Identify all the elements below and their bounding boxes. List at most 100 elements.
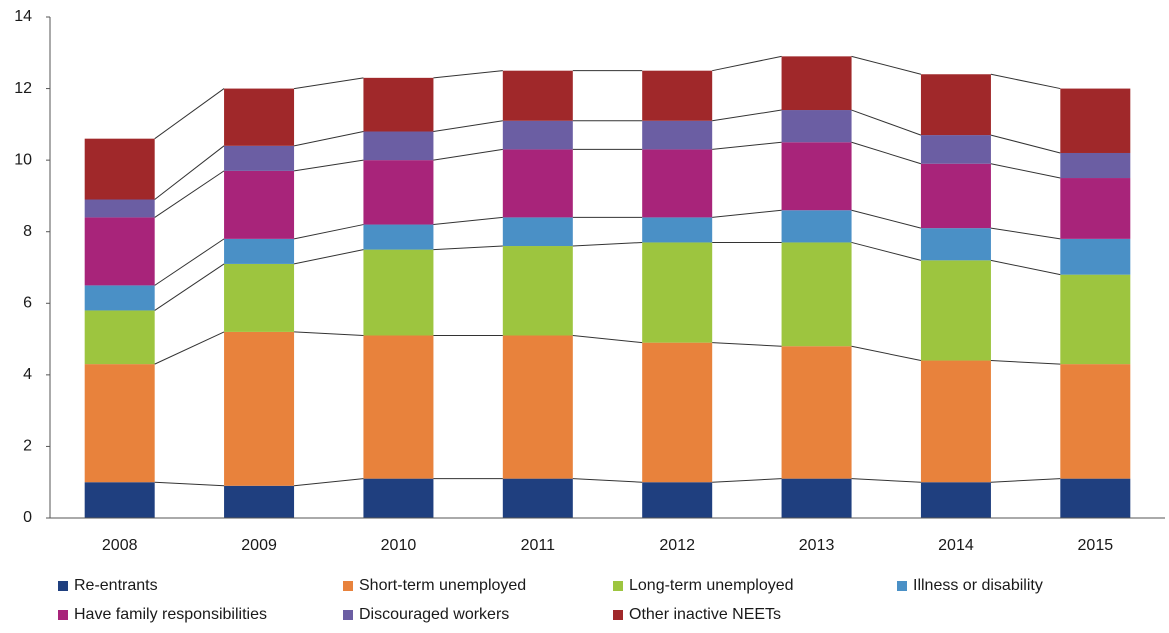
connector xyxy=(712,478,782,483)
x-tick-label: 2010 xyxy=(381,537,417,554)
bar-segment xyxy=(1060,274,1131,365)
bar-segment xyxy=(84,285,155,311)
legend-label: Short-term unemployed xyxy=(359,577,526,594)
bar-segment xyxy=(363,478,434,518)
connector xyxy=(851,55,922,75)
bar-segment xyxy=(502,335,573,479)
connector xyxy=(990,478,1061,483)
x-tick-label: 2009 xyxy=(241,537,277,554)
legend-swatch xyxy=(58,581,68,591)
connector xyxy=(851,345,922,362)
bar-segment xyxy=(1060,364,1131,479)
x-tick-label: 2012 xyxy=(659,537,695,554)
x-tick-label: 2011 xyxy=(521,537,556,554)
bar-segment xyxy=(642,242,713,343)
bar-segment xyxy=(1060,152,1131,179)
bar-segment xyxy=(781,478,852,518)
connector xyxy=(851,241,922,261)
connector xyxy=(990,73,1061,90)
x-tick-label: 2015 xyxy=(1078,537,1114,554)
bar-segment xyxy=(1060,478,1131,518)
bar-segment xyxy=(781,56,852,111)
connector xyxy=(851,141,922,165)
legend-swatch xyxy=(343,610,353,620)
connector xyxy=(293,159,364,172)
bar-segment xyxy=(920,482,991,518)
bar-segment xyxy=(781,110,852,143)
connector xyxy=(712,109,782,122)
legend-swatch xyxy=(58,610,68,620)
bar-segment xyxy=(920,228,991,261)
bar-segment xyxy=(781,346,852,479)
legend-label: Have family responsibilities xyxy=(74,606,267,623)
y-tick-label: 12 xyxy=(14,80,32,97)
connector xyxy=(154,145,225,200)
legend-label: Discouraged workers xyxy=(359,606,509,623)
bar-segment xyxy=(920,74,991,136)
connector xyxy=(990,134,1061,154)
bar-segment xyxy=(224,331,295,486)
bar-segment xyxy=(224,263,295,332)
connector xyxy=(572,241,643,247)
bar-segment xyxy=(84,217,155,286)
bar-segment xyxy=(502,120,573,150)
bar-segment xyxy=(642,217,713,243)
connector xyxy=(154,238,225,286)
connector xyxy=(433,245,503,251)
bar-segment xyxy=(84,482,155,518)
connector xyxy=(154,263,225,311)
bar-segment xyxy=(84,138,155,200)
bar-segment xyxy=(363,77,434,132)
legend-swatch xyxy=(343,581,353,591)
connector xyxy=(294,331,364,336)
bar-segment xyxy=(920,163,991,229)
legend-label: Other inactive NEETs xyxy=(629,606,781,623)
connector xyxy=(433,120,503,133)
bar-segment xyxy=(502,149,573,218)
bar-segment xyxy=(224,485,295,518)
bar-segment xyxy=(363,131,434,161)
bar-segment xyxy=(1060,178,1131,239)
bar-segment xyxy=(642,342,713,483)
connector xyxy=(154,170,225,218)
bar-segment xyxy=(781,142,852,211)
bar-segment xyxy=(1060,88,1131,153)
connector xyxy=(293,77,364,90)
bar-segment xyxy=(224,145,295,171)
legend-swatch xyxy=(613,610,623,620)
connector xyxy=(712,209,782,218)
bar-segment xyxy=(84,199,155,218)
bar-segment xyxy=(920,360,991,483)
bar-segment xyxy=(502,246,573,336)
connector xyxy=(154,481,225,487)
bar-segment xyxy=(781,210,852,243)
y-tick-label: 6 xyxy=(23,295,32,312)
connector xyxy=(433,216,503,226)
connector xyxy=(572,478,643,483)
connector xyxy=(154,331,225,365)
x-tick-label: 2008 xyxy=(102,537,138,554)
legend-swatch xyxy=(613,581,623,591)
connector xyxy=(851,478,921,483)
bar-segment xyxy=(642,149,713,218)
legend-label: Illness or disability xyxy=(913,577,1043,594)
y-tick-label: 4 xyxy=(23,366,32,383)
connector xyxy=(293,224,364,240)
bar-segment xyxy=(224,238,295,264)
bar-segment xyxy=(502,217,573,247)
connector xyxy=(154,88,225,140)
legend-label: Re-entrants xyxy=(74,577,158,594)
bar-segment xyxy=(1060,238,1131,275)
connector xyxy=(712,141,782,150)
connector xyxy=(990,227,1061,240)
bar-segment xyxy=(920,135,991,164)
connector xyxy=(433,148,503,161)
x-tick-label: 2014 xyxy=(938,537,974,554)
y-tick-label: 8 xyxy=(23,223,32,240)
bar-segment xyxy=(84,364,155,483)
connector xyxy=(990,259,1061,276)
connector xyxy=(433,70,503,79)
connector xyxy=(572,334,643,344)
bar-segment xyxy=(224,170,295,239)
